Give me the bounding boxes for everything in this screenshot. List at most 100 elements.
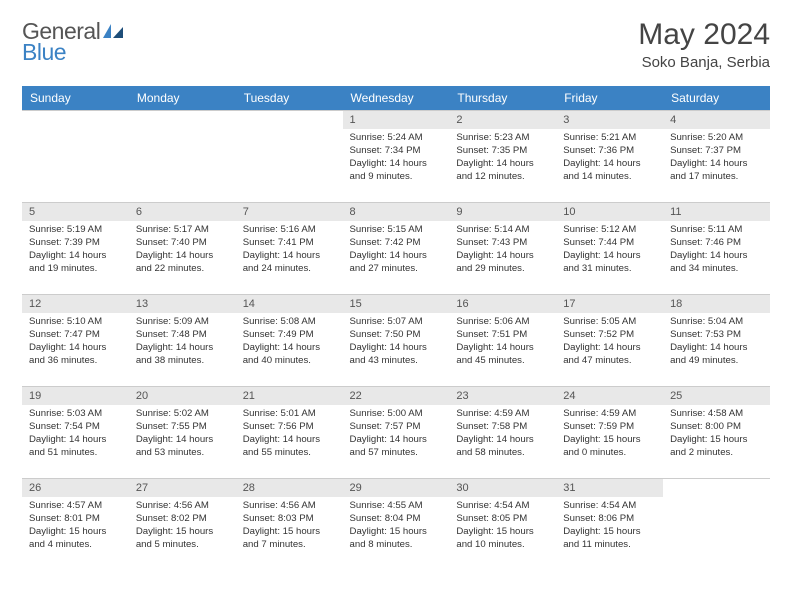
day-number: 13 [129, 295, 236, 313]
sunrise-text: Sunrise: 5:01 AM [243, 408, 336, 421]
sunrise-text: Sunrise: 5:07 AM [350, 316, 443, 329]
daylight-text-1: Daylight: 15 hours [670, 434, 763, 447]
daylight-text-1: Daylight: 14 hours [670, 158, 763, 171]
daylight-text-1: Daylight: 14 hours [350, 158, 443, 171]
calendar-cell: 1Sunrise: 5:24 AMSunset: 7:34 PMDaylight… [343, 111, 450, 203]
daylight-text-2: and 47 minutes. [563, 355, 656, 368]
day-number: 20 [129, 387, 236, 405]
day-info: Sunrise: 4:57 AMSunset: 8:01 PMDaylight:… [22, 497, 129, 557]
daylight-text-2: and 8 minutes. [350, 539, 443, 552]
day-info: Sunrise: 4:58 AMSunset: 8:00 PMDaylight:… [663, 405, 770, 465]
sunset-text: Sunset: 7:55 PM [136, 421, 229, 434]
daylight-text-2: and 36 minutes. [29, 355, 122, 368]
sunset-text: Sunset: 7:43 PM [456, 237, 549, 250]
day-info: Sunrise: 5:07 AMSunset: 7:50 PMDaylight:… [343, 313, 450, 373]
daylight-text-1: Daylight: 14 hours [29, 434, 122, 447]
daylight-text-1: Daylight: 15 hours [563, 434, 656, 447]
daylight-text-1: Daylight: 15 hours [243, 526, 336, 539]
sunset-text: Sunset: 7:46 PM [670, 237, 763, 250]
brand-sail-icon [102, 23, 124, 44]
daylight-text-1: Daylight: 15 hours [136, 526, 229, 539]
sunset-text: Sunset: 7:59 PM [563, 421, 656, 434]
calendar-cell: 28Sunrise: 4:56 AMSunset: 8:03 PMDayligh… [236, 479, 343, 571]
calendar-cell: 9Sunrise: 5:14 AMSunset: 7:43 PMDaylight… [449, 203, 556, 295]
daylight-text-2: and 9 minutes. [350, 171, 443, 184]
sunset-text: Sunset: 7:44 PM [563, 237, 656, 250]
day-info: Sunrise: 4:55 AMSunset: 8:04 PMDaylight:… [343, 497, 450, 557]
daylight-text-1: Daylight: 14 hours [563, 250, 656, 263]
daylight-text-1: Daylight: 14 hours [243, 434, 336, 447]
sunset-text: Sunset: 7:39 PM [29, 237, 122, 250]
weekday-header: Saturday [663, 86, 770, 111]
day-number: 27 [129, 479, 236, 497]
day-info: Sunrise: 5:02 AMSunset: 7:55 PMDaylight:… [129, 405, 236, 465]
calendar-week: 26Sunrise: 4:57 AMSunset: 8:01 PMDayligh… [22, 479, 770, 571]
sunrise-text: Sunrise: 4:58 AM [670, 408, 763, 421]
sunset-text: Sunset: 8:02 PM [136, 513, 229, 526]
sunrise-text: Sunrise: 4:57 AM [29, 500, 122, 513]
location-label: Soko Banja, Serbia [638, 54, 770, 71]
sunset-text: Sunset: 7:37 PM [670, 145, 763, 158]
day-info: Sunrise: 5:01 AMSunset: 7:56 PMDaylight:… [236, 405, 343, 465]
daylight-text-1: Daylight: 14 hours [670, 250, 763, 263]
calendar-cell: 3Sunrise: 5:21 AMSunset: 7:36 PMDaylight… [556, 111, 663, 203]
sunset-text: Sunset: 8:03 PM [243, 513, 336, 526]
daylight-text-2: and 49 minutes. [670, 355, 763, 368]
sunrise-text: Sunrise: 5:05 AM [563, 316, 656, 329]
daylight-text-2: and 34 minutes. [670, 263, 763, 276]
sunrise-text: Sunrise: 5:16 AM [243, 224, 336, 237]
day-info: Sunrise: 5:10 AMSunset: 7:47 PMDaylight:… [22, 313, 129, 373]
sunrise-text: Sunrise: 5:19 AM [29, 224, 122, 237]
calendar-cell: 15Sunrise: 5:07 AMSunset: 7:50 PMDayligh… [343, 295, 450, 387]
day-number: 7 [236, 203, 343, 221]
daylight-text-2: and 17 minutes. [670, 171, 763, 184]
day-info: Sunrise: 5:05 AMSunset: 7:52 PMDaylight:… [556, 313, 663, 373]
daylight-text-2: and 4 minutes. [29, 539, 122, 552]
calendar-cell: 29Sunrise: 4:55 AMSunset: 8:04 PMDayligh… [343, 479, 450, 571]
sunrise-text: Sunrise: 5:24 AM [350, 132, 443, 145]
day-number: 22 [343, 387, 450, 405]
day-info: Sunrise: 5:11 AMSunset: 7:46 PMDaylight:… [663, 221, 770, 281]
calendar-cell: 11Sunrise: 5:11 AMSunset: 7:46 PMDayligh… [663, 203, 770, 295]
sunset-text: Sunset: 7:34 PM [350, 145, 443, 158]
sunset-text: Sunset: 7:57 PM [350, 421, 443, 434]
day-info: Sunrise: 5:12 AMSunset: 7:44 PMDaylight:… [556, 221, 663, 281]
day-number: 31 [556, 479, 663, 497]
sunset-text: Sunset: 7:49 PM [243, 329, 336, 342]
daylight-text-2: and 27 minutes. [350, 263, 443, 276]
sunrise-text: Sunrise: 5:21 AM [563, 132, 656, 145]
calendar-cell: 22Sunrise: 5:00 AMSunset: 7:57 PMDayligh… [343, 387, 450, 479]
calendar-cell: 31Sunrise: 4:54 AMSunset: 8:06 PMDayligh… [556, 479, 663, 571]
sunrise-text: Sunrise: 5:04 AM [670, 316, 763, 329]
calendar-cell: 13Sunrise: 5:09 AMSunset: 7:48 PMDayligh… [129, 295, 236, 387]
day-info: Sunrise: 4:54 AMSunset: 8:05 PMDaylight:… [449, 497, 556, 557]
weekday-header: Tuesday [236, 86, 343, 111]
daylight-text-2: and 0 minutes. [563, 447, 656, 460]
day-number: 28 [236, 479, 343, 497]
sunset-text: Sunset: 7:40 PM [136, 237, 229, 250]
day-number: 12 [22, 295, 129, 313]
day-number: 25 [663, 387, 770, 405]
sunset-text: Sunset: 7:36 PM [563, 145, 656, 158]
daylight-text-2: and 55 minutes. [243, 447, 336, 460]
day-number: 29 [343, 479, 450, 497]
calendar-cell: 6Sunrise: 5:17 AMSunset: 7:40 PMDaylight… [129, 203, 236, 295]
calendar-cell: .. [663, 479, 770, 571]
day-info: Sunrise: 5:16 AMSunset: 7:41 PMDaylight:… [236, 221, 343, 281]
daylight-text-1: Daylight: 15 hours [29, 526, 122, 539]
calendar-cell: 27Sunrise: 4:56 AMSunset: 8:02 PMDayligh… [129, 479, 236, 571]
day-number: 14 [236, 295, 343, 313]
day-number: 18 [663, 295, 770, 313]
sunset-text: Sunset: 7:35 PM [456, 145, 549, 158]
sunrise-text: Sunrise: 5:12 AM [563, 224, 656, 237]
day-number: 8 [343, 203, 450, 221]
sunset-text: Sunset: 7:54 PM [29, 421, 122, 434]
calendar-week: 19Sunrise: 5:03 AMSunset: 7:54 PMDayligh… [22, 387, 770, 479]
sunrise-text: Sunrise: 5:20 AM [670, 132, 763, 145]
calendar-cell: 2Sunrise: 5:23 AMSunset: 7:35 PMDaylight… [449, 111, 556, 203]
daylight-text-1: Daylight: 14 hours [136, 434, 229, 447]
daylight-text-1: Daylight: 14 hours [350, 342, 443, 355]
day-number: 4 [663, 111, 770, 129]
sunset-text: Sunset: 7:47 PM [29, 329, 122, 342]
daylight-text-1: Daylight: 14 hours [29, 250, 122, 263]
